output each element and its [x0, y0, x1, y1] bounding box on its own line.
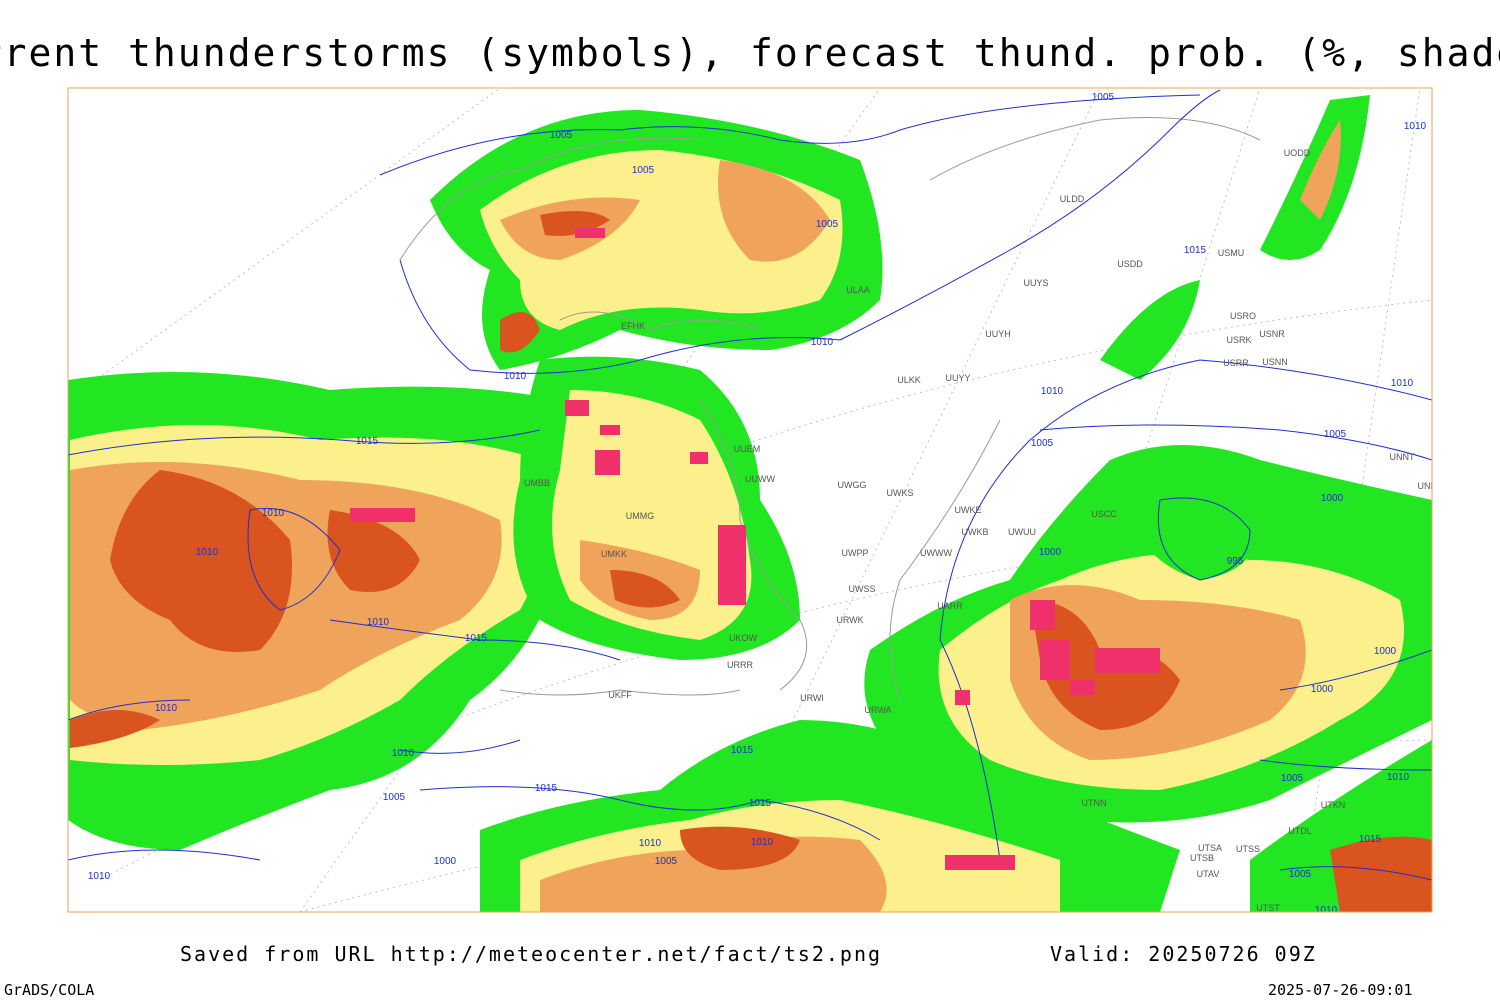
- station-label: ULAA: [846, 285, 870, 295]
- isobar-label: 1010: [1041, 386, 1064, 397]
- isobar-label: 1015: [465, 633, 488, 644]
- isobar-label: 1005: [550, 130, 573, 141]
- station-label: USNN: [1262, 357, 1288, 367]
- isobar-label: 1005: [1324, 429, 1347, 440]
- isobar-label: 1000: [434, 856, 457, 867]
- isobar-label: 1000: [1311, 684, 1334, 695]
- station-label: UTKN: [1321, 800, 1346, 810]
- station-label: UUWW: [745, 474, 775, 484]
- station-label: UUYS: [1023, 278, 1048, 288]
- isobar-label: 1010: [196, 547, 219, 558]
- isobar-label: 1010: [811, 337, 834, 348]
- isobar-label: 1000: [1374, 646, 1397, 657]
- station-label: UUEM: [734, 444, 761, 454]
- isobar-label: 1010: [1404, 121, 1427, 132]
- station-label: ULDD: [1060, 194, 1085, 204]
- station-label: URWI: [800, 693, 824, 703]
- isobar-label: 1015: [535, 783, 558, 794]
- station-label: URWA: [865, 705, 892, 715]
- isobar-label: 1005: [1031, 438, 1054, 449]
- station-label: EFHK: [621, 321, 645, 331]
- isobar-label: 1010: [751, 837, 774, 848]
- station-label: UWGG: [838, 480, 867, 490]
- isobar-label: 1005: [655, 856, 678, 867]
- isobar-label: 1005: [816, 219, 839, 230]
- source-url: Saved from URL http://meteocenter.net/fa…: [180, 942, 882, 966]
- isobar-label: 1010: [88, 871, 111, 882]
- isobar-label: 1015: [1184, 245, 1207, 256]
- station-label: UMBB: [524, 478, 550, 488]
- station-label: UKFF: [608, 690, 632, 700]
- station-label: UUYY: [945, 373, 970, 383]
- station-label: UNNT: [1390, 452, 1415, 462]
- station-label: UWPP: [842, 548, 869, 558]
- station-label: UTSA: [1198, 843, 1222, 853]
- station-label: UWKE: [955, 505, 982, 515]
- isobar-label: 1005: [1092, 92, 1115, 103]
- timestamp: 2025-07-26-09:01: [1268, 981, 1413, 999]
- station-label: UTAV: [1197, 869, 1220, 879]
- station-label: UODD: [1284, 148, 1311, 158]
- station-label: UWKS: [887, 488, 914, 498]
- isobar-label: 1005: [1281, 773, 1304, 784]
- isobar-label: 1010: [1315, 905, 1338, 916]
- station-label: UTNN: [1082, 798, 1107, 808]
- station-label: UTSS: [1236, 844, 1260, 854]
- station-label: UWWW: [920, 548, 952, 558]
- station-label: URWK: [836, 615, 863, 625]
- isobar-label: 1010: [1391, 378, 1414, 389]
- valid-time: Valid: 20250726 09Z: [1050, 942, 1317, 966]
- station-label: UTST: [1256, 903, 1280, 913]
- station-label: UMKK: [601, 549, 627, 559]
- station-label: ULKK: [897, 375, 921, 385]
- station-labels: UODD ULDD USDD USMU UUYS ULAA UUYH USRO USRK USNR…: [524, 148, 1442, 913]
- isobar-label: 1015: [731, 745, 754, 756]
- station-label: UKOW: [729, 633, 758, 643]
- station-label: USNR: [1259, 329, 1285, 339]
- station-label: USRK: [1226, 335, 1251, 345]
- station-label: USMU: [1218, 248, 1245, 258]
- station-label: UMMG: [626, 511, 655, 521]
- station-label: USRO: [1230, 311, 1256, 321]
- isobar-label: 1000: [1039, 547, 1062, 558]
- isobar-label: 1010: [367, 617, 390, 628]
- isobar-label: 995: [1227, 556, 1244, 567]
- map-frame: 1005 1010 1005 1005 1005 1015 1010 1010 1010 1010…: [67, 87, 1442, 916]
- isobar-label: 1010: [1387, 772, 1410, 783]
- station-label: UUYH: [985, 329, 1011, 339]
- isobar-label: 1000: [1321, 493, 1344, 504]
- station-label: UTDL: [1288, 826, 1312, 836]
- software-credit: GrADS/COLA: [4, 981, 94, 999]
- station-label: UWUU: [1008, 527, 1036, 537]
- station-label: UWSS: [849, 584, 876, 594]
- station-label: URRR: [727, 660, 753, 670]
- map-title: Current thunderstorms (symbols), forecas…: [0, 31, 1500, 75]
- thunderstorm-symbols: [350, 228, 1160, 870]
- isobar-label: 1010: [262, 508, 285, 519]
- station-label: USCC: [1091, 509, 1117, 519]
- isobar-labels: 1005 1010 1005 1005 1005 1015 1010 1010 1010 1010…: [88, 92, 1427, 916]
- isobar-label: 1015: [749, 798, 772, 809]
- station-label: USRR: [1223, 358, 1249, 368]
- station-label: UTSB: [1190, 853, 1214, 863]
- isobar-label: 1010: [155, 703, 178, 714]
- isobar-label: 1010: [392, 748, 415, 759]
- isobar-label: 1005: [383, 792, 406, 803]
- isobar-label: 1015: [356, 436, 379, 447]
- station-label: UARR: [937, 601, 963, 611]
- isobar-label: 1005: [632, 165, 655, 176]
- station-label: UNBB: [1417, 481, 1442, 491]
- station-label: UWKB: [962, 527, 989, 537]
- isobar-label: 1010: [639, 838, 662, 849]
- isobar-label: 1015: [1359, 834, 1382, 845]
- station-label: USDD: [1117, 259, 1143, 269]
- isobar-label: 1005: [1289, 869, 1312, 880]
- isobar-label: 1010: [504, 371, 527, 382]
